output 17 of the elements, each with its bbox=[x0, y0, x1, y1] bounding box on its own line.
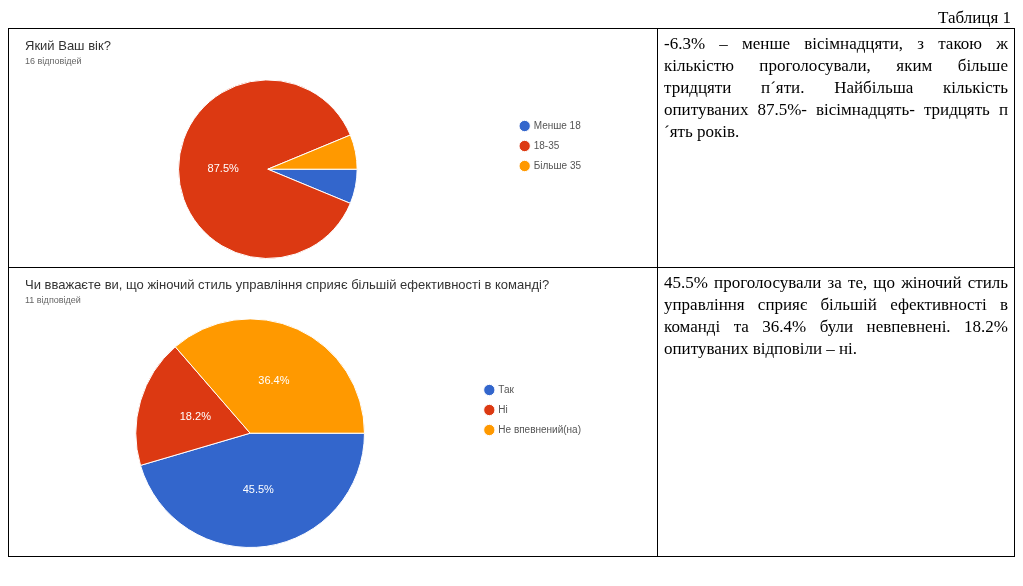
legend-label: Більше 35 bbox=[533, 159, 582, 171]
data-label: 87.5% bbox=[207, 162, 239, 175]
legend-label: Так bbox=[498, 383, 515, 395]
data-label: 45.5% bbox=[242, 482, 275, 495]
text: Який Ваш вік? bbox=[25, 38, 111, 54]
legend-label: Ні bbox=[498, 403, 508, 415]
chart-title: Чи вважаєте ви, що жіночий стиль управління сприяє більшій ефективності в команді? bbox=[25, 277, 550, 293]
legend-label: Менше 18 bbox=[533, 119, 582, 131]
text: 45.5% проголосували за те, що жіночий стиль управління сприяє більшій ефективності в команді та 36.4% були невпевнені. 18.2% опитуваних відповіли – ні. bbox=[664, 272, 1008, 360]
data-label: 18.2% bbox=[179, 410, 212, 423]
text: 11 відповідей bbox=[25, 295, 81, 306]
legend-label: 18-35 bbox=[533, 139, 560, 151]
data-label: 36.4% bbox=[258, 374, 290, 387]
text: -6.3% – менше вісімнадцяти, з такою ж кількістю проголосували, яким більше тридцяти п´яти. Найбільша кількість опитуваних 87.5%- вісімнадцять- тридцять п´ять років. bbox=[664, 33, 1008, 143]
text: Таблиця 1 bbox=[8, 8, 1015, 29]
text: 16 відповідей bbox=[25, 56, 82, 67]
legend-label: Не впевнений(на) bbox=[498, 423, 581, 435]
